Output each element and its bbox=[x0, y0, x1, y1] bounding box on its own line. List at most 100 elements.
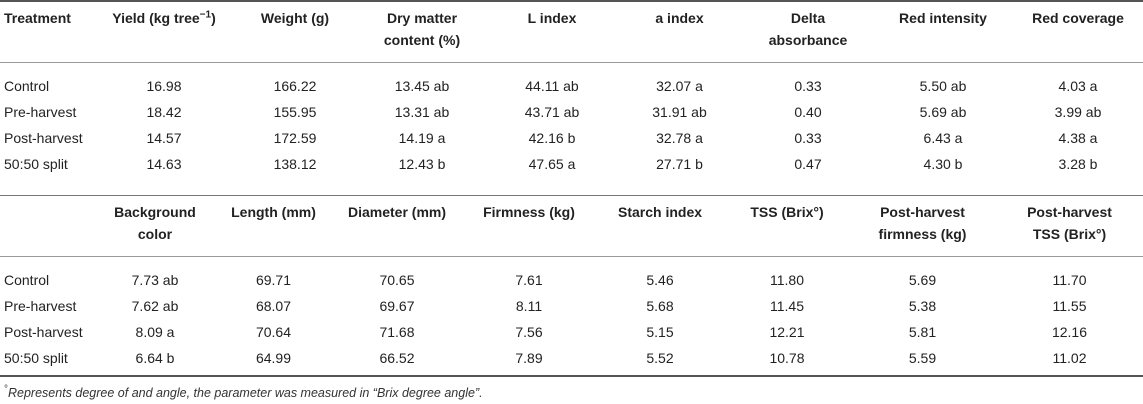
table-cell: 70.64 bbox=[255, 324, 292, 340]
table-cell: 12.16 bbox=[1051, 324, 1088, 340]
table-cell: 43.71 ab bbox=[524, 104, 580, 120]
table-cell: 71.68 bbox=[379, 324, 415, 340]
table-header-row: Treatment Yield (kg tree−1) Weight (g) D… bbox=[0, 0, 1143, 62]
footnote-text: Represents degree of and angle, the para… bbox=[8, 386, 483, 400]
column-header-yield: Yield (kg tree−1) bbox=[94, 0, 234, 62]
table-cell: 11.55 bbox=[1052, 298, 1087, 314]
table-cell: 44.11 ab bbox=[525, 78, 579, 94]
table-cell: 13.45 ab bbox=[394, 78, 450, 94]
footnote-marker: ° bbox=[4, 383, 8, 395]
table-cell: 14.19 a bbox=[398, 130, 446, 146]
table-cell: 18.42 bbox=[146, 104, 182, 120]
table-cell: 12.21 bbox=[769, 324, 805, 340]
row-label-treatment: Control bbox=[4, 272, 50, 288]
table-cell: 172.59 bbox=[273, 130, 317, 146]
column-header-treatment: Treatment bbox=[4, 10, 71, 26]
column-header-weight: Weight (g) bbox=[260, 10, 330, 26]
column-header-starch-index: Starch index bbox=[617, 204, 703, 220]
table-cell: 5.69 bbox=[908, 272, 937, 288]
table-cell: 5.81 bbox=[908, 324, 937, 340]
table-cell: 7.73 ab bbox=[131, 272, 179, 288]
table-row: Pre-harvest 18.42 155.95 13.31 ab 43.71 ab 31… bbox=[0, 99, 1143, 125]
section-rule bbox=[0, 195, 1143, 196]
table-cell: 155.95 bbox=[273, 104, 317, 120]
column-header-delta-absorbance: Delta absorbance bbox=[768, 10, 848, 48]
column-header-post-harvest-tss: Post-harvest TSS (Brix°) bbox=[1027, 204, 1112, 242]
table-cell: 66.52 bbox=[379, 350, 415, 366]
table-cell: 5.50 ab bbox=[919, 78, 967, 94]
table-cell: 11.70 bbox=[1052, 272, 1087, 288]
results-table-part-2: Background color Length (mm) Diameter (m… bbox=[0, 195, 1143, 371]
table-cell: 11.80 bbox=[770, 272, 804, 288]
table-row: Pre-harvest 7.62 ab 68.07 69.67 8.11 5.68 11.4… bbox=[0, 293, 1143, 319]
table-cell: 16.98 bbox=[146, 78, 182, 94]
row-label-treatment: Pre-harvest bbox=[4, 104, 77, 120]
table-cell: 5.46 bbox=[646, 272, 674, 288]
table-cell: 166.22 bbox=[273, 78, 317, 94]
column-header-l-index: L index bbox=[527, 10, 577, 26]
table-cell: 6.43 a bbox=[923, 130, 963, 146]
table-row: Control 16.98 166.22 13.45 ab 44.11 ab 32.07 … bbox=[0, 62, 1143, 99]
table-cell: 64.99 bbox=[255, 350, 292, 366]
row-label-treatment: Post-harvest bbox=[4, 324, 83, 340]
yield-unit-superscript: −1 bbox=[199, 9, 212, 21]
top-rule bbox=[0, 0, 1143, 2]
results-table-part-1: Treatment Yield (kg tree−1) Weight (g) D… bbox=[0, 0, 1143, 177]
row-label-treatment: Pre-harvest bbox=[4, 298, 77, 314]
table-cell: 69.71 bbox=[255, 272, 292, 288]
table-cell: 138.12 bbox=[273, 156, 317, 172]
bottom-rule bbox=[0, 375, 1143, 377]
table-cell: 4.30 b bbox=[923, 156, 963, 172]
table-cell: 7.56 bbox=[515, 324, 543, 340]
column-header-diameter: Diameter (mm) bbox=[347, 204, 447, 220]
table-row: 50:50 split 6.64 b 64.99 66.52 7.89 5.52 10.78… bbox=[0, 345, 1143, 371]
column-header-red-intensity: Red intensity bbox=[899, 10, 987, 26]
row-label-treatment: Control bbox=[4, 78, 50, 94]
table-cell: 4.03 a bbox=[1058, 78, 1098, 94]
table-row: Post-harvest 8.09 a 70.64 71.68 7.56 5.15 12.2… bbox=[0, 319, 1143, 345]
table-cell: 12.43 b bbox=[398, 156, 446, 172]
table-footnote: °Represents degree of and angle, the par… bbox=[4, 383, 483, 400]
table-cell: 68.07 bbox=[255, 298, 292, 314]
table-cell: 11.02 bbox=[1052, 350, 1087, 366]
column-header-background-color: Background color bbox=[114, 204, 196, 242]
table-cell: 4.38 a bbox=[1058, 130, 1098, 146]
yield-header-close: ) bbox=[211, 10, 216, 26]
table-cell: 11.45 bbox=[770, 298, 804, 314]
column-header-empty bbox=[0, 195, 94, 256]
table-row: Post-harvest 14.57 172.59 14.19 a 42.16 b 32.… bbox=[0, 125, 1143, 151]
table-cell: 8.11 bbox=[515, 298, 543, 314]
table-cell: 3.28 b bbox=[1058, 156, 1098, 172]
table-cell: 42.16 b bbox=[528, 130, 576, 146]
column-header-dry-matter: Dry matter content (%) bbox=[383, 10, 461, 48]
column-header-post-harvest-firmness: Post-harvest firmness (kg) bbox=[878, 204, 967, 242]
column-header-length: Length (mm) bbox=[231, 204, 316, 220]
table-cell: 0.33 bbox=[794, 130, 822, 146]
table-cell: 7.61 bbox=[515, 272, 543, 288]
table-cell: 7.62 ab bbox=[131, 298, 179, 314]
table-row: Control 7.73 ab 69.71 70.65 7.61 5.46 11.80 5.6… bbox=[0, 256, 1143, 293]
table-cell: 47.65 a bbox=[528, 156, 576, 172]
table-cell: 31.91 ab bbox=[652, 104, 707, 120]
row-label-treatment: 50:50 split bbox=[4, 156, 68, 172]
table-row: 50:50 split 14.63 138.12 12.43 b 47.65 a 27.7… bbox=[0, 151, 1143, 177]
table-cell: 5.15 bbox=[646, 324, 674, 340]
row-label-treatment: Post-harvest bbox=[4, 130, 83, 146]
table-cell: 14.57 bbox=[146, 130, 182, 146]
column-header-firmness: Firmness (kg) bbox=[483, 204, 575, 220]
table-cell: 14.63 bbox=[146, 156, 182, 172]
table-cell: 13.31 ab bbox=[394, 104, 450, 120]
table-cell: 6.64 b bbox=[135, 350, 175, 366]
table-cell: 5.68 bbox=[646, 298, 674, 314]
column-header-a-index: a index bbox=[655, 10, 704, 26]
table-header-row: Background color Length (mm) Diameter (m… bbox=[0, 195, 1143, 256]
table-cell: 70.65 bbox=[379, 272, 415, 288]
table-cell: 5.59 bbox=[908, 350, 937, 366]
table-cell: 27.71 b bbox=[656, 156, 703, 172]
table-cell: 32.78 a bbox=[656, 130, 703, 146]
table-cell: 0.40 bbox=[794, 104, 822, 120]
table-cell: 10.78 bbox=[769, 350, 805, 366]
table-cell: 69.67 bbox=[379, 298, 415, 314]
table-cell: 32.07 a bbox=[656, 78, 703, 94]
table-cell: 7.89 bbox=[515, 350, 543, 366]
